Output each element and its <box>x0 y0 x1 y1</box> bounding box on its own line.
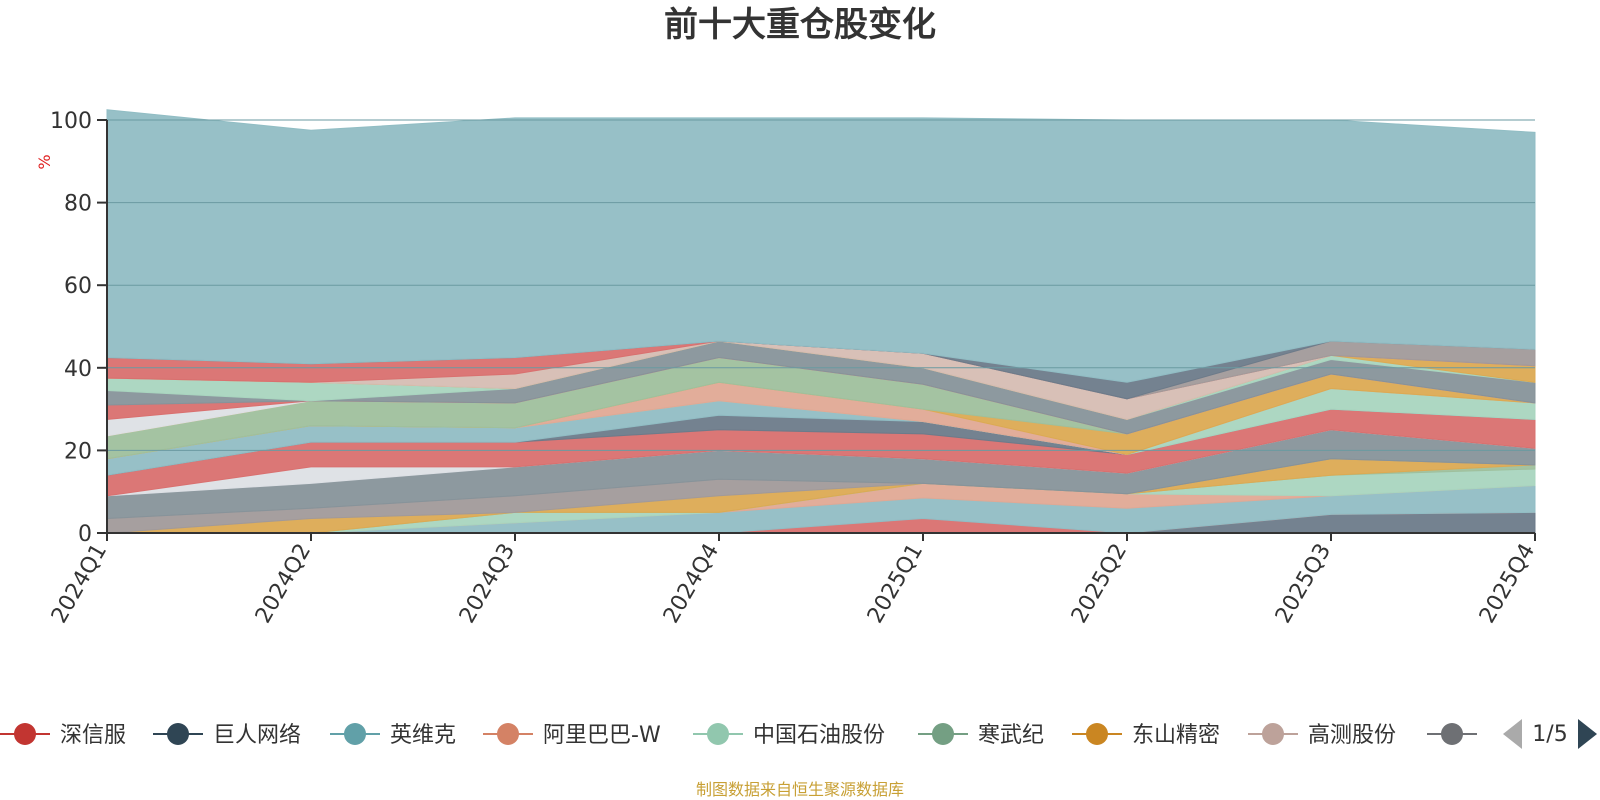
y-axis-unit: % <box>35 154 54 169</box>
legend-label: 英维克 <box>390 723 456 748</box>
legend-marker-icon <box>167 723 189 745</box>
legend-item-6[interactable]: 东山精密 <box>1072 723 1220 748</box>
x-tick-label: 2024Q3 <box>455 540 520 628</box>
legend-item-8[interactable] <box>1427 723 1477 745</box>
legend-marker-icon <box>14 723 36 745</box>
legend-marker-icon <box>1441 723 1463 745</box>
y-tick-label: 0 <box>78 522 92 547</box>
legend-label: 深信服 <box>60 723 126 748</box>
y-tick-label: 80 <box>64 192 92 217</box>
legend[interactable]: 深信服 巨人网络 英维克 阿里巴巴-W 中国石油股份 寒武纪 东山精密 高测股份 <box>0 723 1477 748</box>
x-tick-label: 2024Q2 <box>251 540 316 628</box>
legend-item-0[interactable]: 深信服 <box>0 723 126 748</box>
x-tick-label: 2025Q1 <box>863 540 928 628</box>
legend-item-5[interactable]: 寒武纪 <box>918 723 1044 748</box>
legend-marker-icon <box>497 723 519 745</box>
x-tick-label: 2024Q4 <box>659 540 724 628</box>
area-series-27 <box>106 109 1536 383</box>
legend-page-indicator: 1/5 <box>1532 722 1567 747</box>
legend-prev-icon[interactable] <box>1503 719 1522 749</box>
legend-label: 寒武纪 <box>978 723 1044 748</box>
y-tick-label: 60 <box>64 274 92 299</box>
legend-pager: 1/5 <box>1503 719 1597 749</box>
legend-item-7[interactable]: 高测股份 <box>1248 723 1396 748</box>
legend-marker-icon <box>1262 723 1284 745</box>
legend-label: 中国石油股份 <box>753 723 885 748</box>
legend-marker-icon <box>1086 723 1108 745</box>
x-tick-label: 2025Q4 <box>1475 540 1540 628</box>
chart-title: 前十大重仓股变化 <box>664 5 936 45</box>
x-tick-label: 2025Q3 <box>1271 540 1336 628</box>
legend-label: 阿里巴巴-W <box>543 723 661 748</box>
legend-item-2[interactable]: 英维克 <box>330 723 456 748</box>
grid-lines <box>107 119 1535 451</box>
x-tick-label: 2024Q1 <box>47 540 112 628</box>
y-tick-label: 20 <box>64 439 92 464</box>
y-tick-label: 40 <box>64 357 92 382</box>
plot-area <box>106 109 1536 534</box>
legend-item-3[interactable]: 阿里巴巴-W <box>483 723 661 748</box>
legend-marker-icon <box>707 723 729 745</box>
legend-marker-icon <box>932 723 954 745</box>
legend-label: 东山精密 <box>1132 723 1220 748</box>
legend-label: 巨人网络 <box>213 723 301 748</box>
y-tick-label: 100 <box>50 109 92 134</box>
legend-next-icon[interactable] <box>1578 719 1597 749</box>
legend-item-1[interactable]: 巨人网络 <box>153 723 301 748</box>
legend-marker-icon <box>344 723 366 745</box>
data-source-note: 制图数据来自恒生聚源数据库 <box>696 780 904 799</box>
legend-item-4[interactable]: 中国石油股份 <box>693 723 885 748</box>
legend-label: 高测股份 <box>1308 723 1396 748</box>
x-tick-label: 2025Q2 <box>1067 540 1132 628</box>
